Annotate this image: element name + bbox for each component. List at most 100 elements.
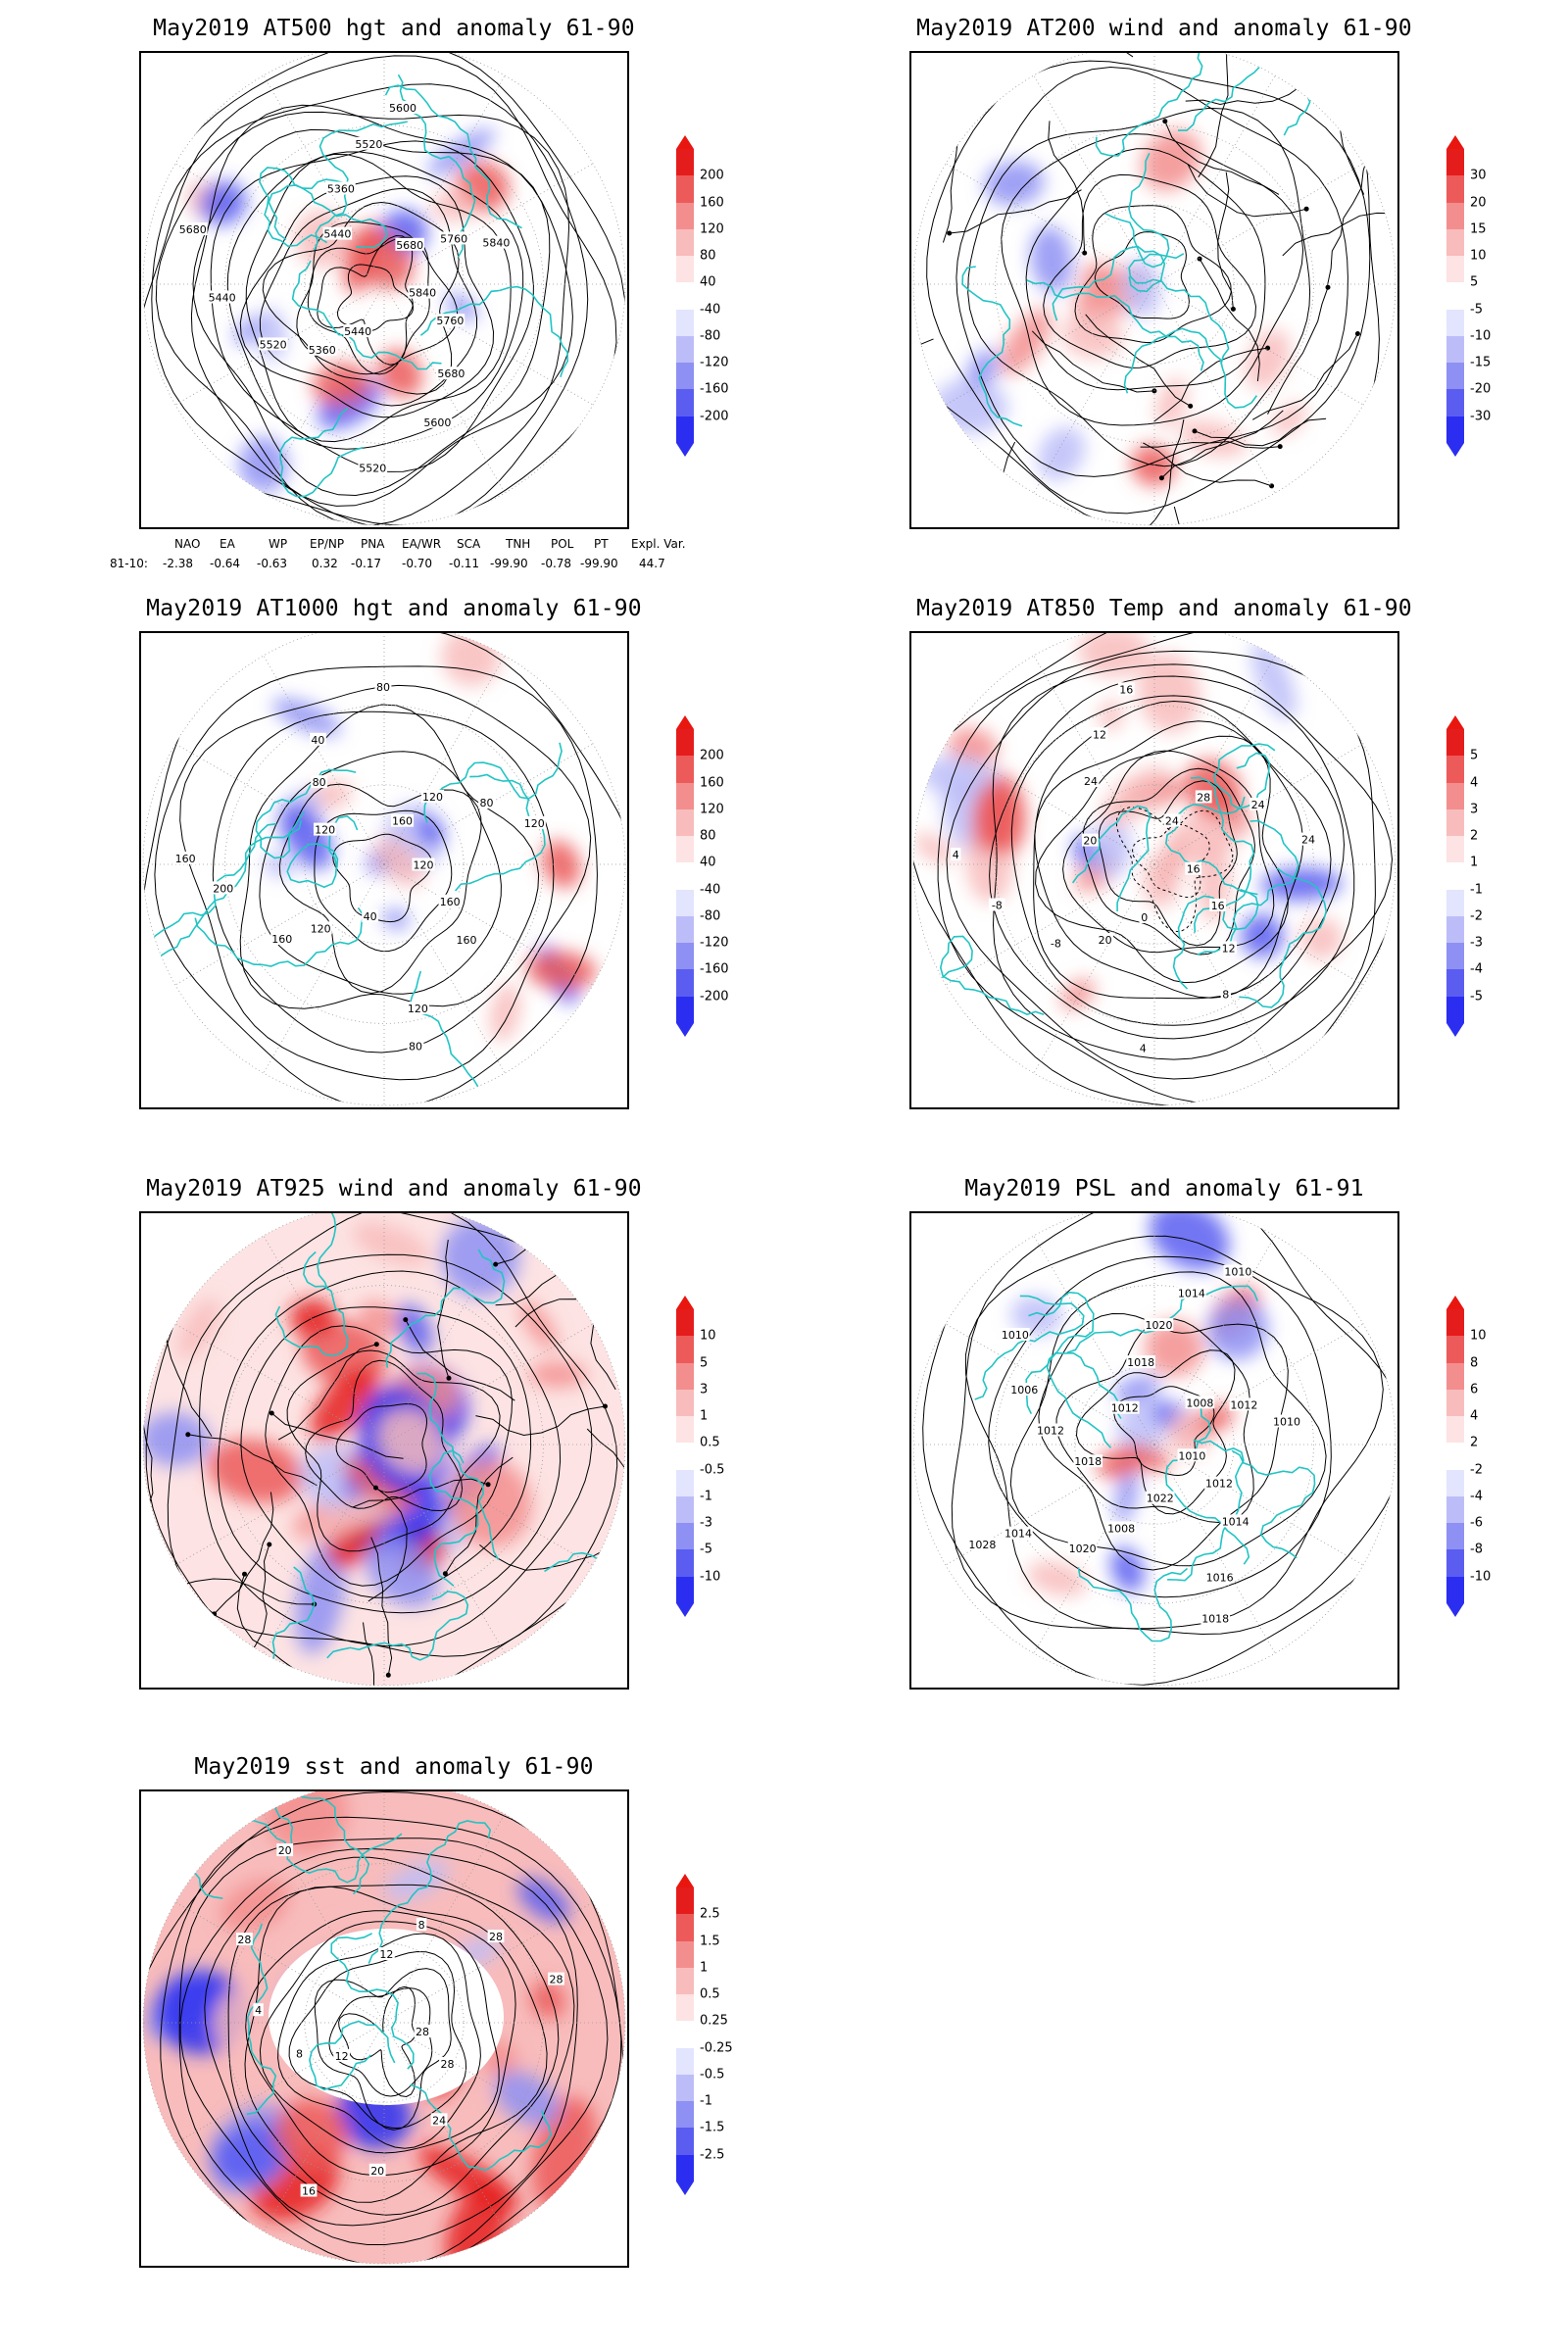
anomaly-patch: [1114, 1466, 1139, 1525]
colorbar-tick-label: 200: [700, 168, 724, 183]
colorbar-segment: [676, 1469, 694, 1497]
colorbar-segment: [676, 943, 694, 970]
header-pt: PT: [594, 537, 609, 551]
meridian-line: [945, 863, 1155, 986]
contour-label-bg: [408, 285, 437, 299]
colorbar-segment: [676, 389, 694, 417]
contour-label-bg: [420, 789, 445, 803]
contour-line: [288, 1950, 467, 2130]
panel-title: May2019 AT1000 hgt and anomaly 61-90: [146, 596, 642, 621]
streamline-arrow: [1325, 284, 1331, 290]
colorbar-tick-label: -20: [1470, 381, 1492, 397]
colorbar-tick-label: 3: [1470, 802, 1479, 817]
contour-label-bg: [967, 1537, 998, 1550]
meridian-line: [383, 863, 594, 986]
panel-at925-wind: May2019 AT925 wind and anomaly 61-90 10 5…: [139, 1176, 724, 1725]
contour-label: 24: [432, 2114, 446, 2127]
contour-label: 1018: [1201, 1612, 1229, 1625]
streamline: [270, 1412, 404, 1459]
colorbar-segment: [676, 1495, 694, 1524]
coastline: [1046, 1351, 1122, 1448]
colorbar-segment: [676, 1549, 694, 1578]
colorbar-tick-label: -6: [1470, 1515, 1483, 1531]
anomaly-patch: [1143, 853, 1179, 908]
colorbar-tick-label: -4: [1470, 961, 1483, 977]
contour-label: 120: [408, 1003, 428, 1015]
colorbar-segment: [1446, 389, 1464, 417]
streamline-arrow: [157, 1304, 163, 1310]
colorbar-segment: [1446, 943, 1464, 970]
colorbar-min-arrow: [676, 1023, 694, 1037]
colorbar-max-arrow: [1446, 715, 1464, 729]
contour-label: 12: [1222, 942, 1236, 955]
anomaly-patch: [352, 1222, 430, 1266]
polar-map: [142, 1213, 626, 1687]
streamline-arrow: [1303, 206, 1309, 212]
contour-line: [967, 107, 1311, 467]
contour-line: [143, 55, 617, 525]
anomaly-patch: [919, 756, 1001, 799]
anomaly-patch: [374, 837, 424, 888]
colorbar-tick-label: 5: [700, 1355, 709, 1371]
contour-label-bg: [1001, 1328, 1030, 1341]
contour-label: 1012: [1111, 1402, 1139, 1415]
contour-label-bg: [416, 1918, 427, 1931]
colorbar-tick-label: -0.5: [700, 2067, 725, 2082]
contour-line: [951, 1213, 1396, 1636]
contour-label-bg: [439, 231, 468, 245]
streamline: [342, 1622, 374, 1686]
contour-label-bg: [414, 2025, 431, 2037]
anomaly-patch: [233, 316, 266, 345]
coastline: [274, 1250, 349, 1357]
anomaly-patch: [1137, 653, 1200, 733]
header-pol: POL: [551, 537, 574, 551]
meridian-line: [263, 655, 385, 865]
anomaly-patch: [1000, 309, 1053, 375]
contour-label-bg: [478, 796, 495, 809]
colorbar-segment: [676, 1416, 694, 1444]
colorbar-segment: [1446, 996, 1464, 1024]
colorbar-segment: [1446, 416, 1464, 444]
colorbar-tick-label: -40: [700, 882, 721, 898]
contour-label-bg: [406, 1002, 429, 1014]
contour-label: 120: [315, 824, 335, 837]
contour-line: [178, 1838, 609, 2264]
contour-label-bg: [270, 932, 294, 945]
contour-label: 1016: [1206, 1572, 1234, 1585]
map-disc: [922, 1213, 1396, 1686]
colorbar-segment: [676, 2154, 694, 2182]
colorbar-segment: [676, 782, 694, 810]
contour-label-bg: [548, 1972, 564, 1985]
contour-lines: [143, 53, 625, 525]
meridian-line: [174, 283, 385, 406]
anomaly-patch: [493, 2071, 561, 2127]
colorbar-min-arrow: [676, 1603, 694, 1617]
colorbar-segment: [1446, 1523, 1464, 1550]
contour-line: [151, 83, 589, 525]
colorbar-tick-label: -8: [1470, 1542, 1483, 1557]
contour-label-bg: [1177, 1448, 1207, 1462]
contour-label-bg: [1126, 1355, 1155, 1369]
meridian-line: [383, 1444, 594, 1566]
anomaly-patch: [517, 1878, 570, 1923]
contour-label-bg: [1204, 1570, 1235, 1584]
contour-label-bg: [430, 2113, 448, 2127]
colorbar-max-arrow: [1446, 135, 1464, 149]
panel-title: May2019 PSL and anomaly 61-91: [964, 1176, 1364, 1201]
streamline: [1194, 417, 1327, 447]
contour-line: [946, 650, 1376, 1080]
meridian-line: [1033, 863, 1155, 1074]
coastline: [1212, 743, 1276, 810]
contour-line: [1025, 148, 1266, 391]
contour-line: [259, 187, 477, 407]
streamline: [214, 1492, 274, 1615]
colorbar-segment: [676, 175, 694, 204]
colorbar-tick-label: 4: [1470, 1408, 1479, 1424]
contour-label-bg: [487, 1930, 505, 1943]
colorbar-tick-label: 2: [1470, 828, 1479, 844]
colorbar-segment: [1446, 836, 1464, 863]
colorbar-tick-label: 5: [1470, 748, 1479, 763]
coastline: [143, 822, 277, 974]
map-disc: [143, 1213, 625, 1686]
contour-line: [227, 1884, 560, 2216]
